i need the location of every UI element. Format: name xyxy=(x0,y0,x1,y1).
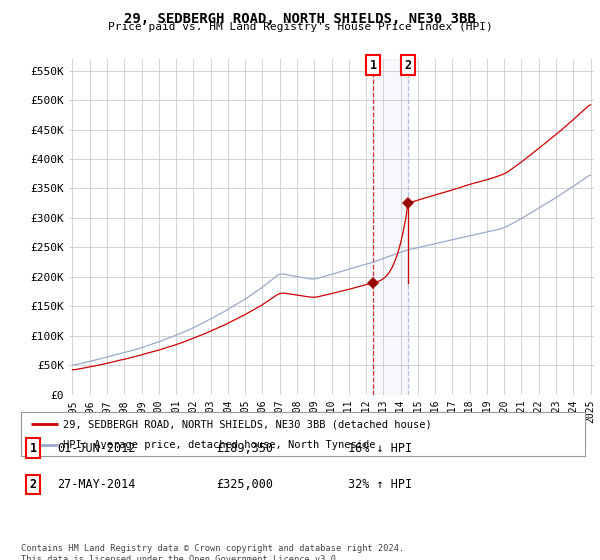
Text: Price paid vs. HM Land Registry's House Price Index (HPI): Price paid vs. HM Land Registry's House … xyxy=(107,22,493,32)
Text: 1: 1 xyxy=(370,59,377,72)
Text: 27-MAY-2014: 27-MAY-2014 xyxy=(57,478,136,491)
Text: Contains HM Land Registry data © Crown copyright and database right 2024.
This d: Contains HM Land Registry data © Crown c… xyxy=(21,544,404,560)
Text: 01-JUN-2012: 01-JUN-2012 xyxy=(57,441,136,455)
Text: HPI: Average price, detached house, North Tyneside: HPI: Average price, detached house, Nort… xyxy=(64,440,376,450)
Text: £189,350: £189,350 xyxy=(216,441,273,455)
Text: 2: 2 xyxy=(29,478,37,491)
Text: 16% ↓ HPI: 16% ↓ HPI xyxy=(348,441,412,455)
Text: £325,000: £325,000 xyxy=(216,478,273,491)
Text: 29, SEDBERGH ROAD, NORTH SHIELDS, NE30 3BB (detached house): 29, SEDBERGH ROAD, NORTH SHIELDS, NE30 3… xyxy=(64,419,432,429)
Text: 2: 2 xyxy=(404,59,411,72)
Bar xyxy=(373,59,407,395)
Text: 1: 1 xyxy=(29,441,37,455)
Text: 32% ↑ HPI: 32% ↑ HPI xyxy=(348,478,412,491)
Text: 29, SEDBERGH ROAD, NORTH SHIELDS, NE30 3BB: 29, SEDBERGH ROAD, NORTH SHIELDS, NE30 3… xyxy=(124,12,476,26)
